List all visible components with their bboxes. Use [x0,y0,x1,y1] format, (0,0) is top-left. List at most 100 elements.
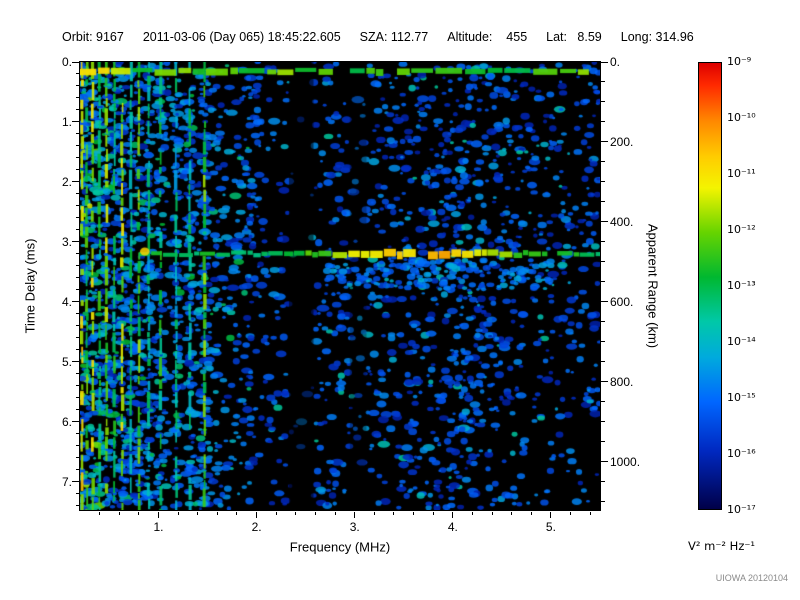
y-axis-minor-tick [76,457,80,459]
range-axis-minor-tick [601,101,605,103]
range-axis-tick-label: 800. [610,374,634,389]
x-axis-minor-tick [118,512,120,515]
y-axis-minor-tick [76,169,80,171]
y-axis-minor-tick [76,505,80,507]
y-axis-minor-tick [76,493,80,495]
range-axis-tick-label: 200. [610,134,634,149]
y-axis-minor-tick [76,205,80,207]
y-axis-minor-tick [76,265,80,267]
x-axis-minor-tick [570,512,572,515]
y-axis-minor-tick [76,253,80,255]
y-axis-minor-tick [76,193,80,195]
colorbar [698,62,722,510]
x-axis-tick-label: 5. [545,520,556,534]
header-field: Altitude: 455 [447,30,528,44]
y-axis-minor-tick [76,373,80,375]
y-axis-tick-label: 4. [61,294,72,309]
colorbar-tick-label: 10⁻¹⁶ [727,447,756,460]
x-axis-tick-label: 4. [447,520,458,534]
x-axis-minor-tick [393,512,395,515]
watermark: UIOWA 20120104 [715,573,788,583]
range-axis-minor-tick [601,341,605,343]
x-axis-minor-tick [295,512,297,515]
x-axis-tick-label: 1. [153,520,164,534]
y-axis-title-left: Time Delay (ms) [22,238,38,334]
y-axis-tick [72,241,79,243]
range-axis-minor-tick [601,321,605,323]
x-axis-tick [550,512,552,518]
colorbar-tick-label: 10⁻¹⁵ [727,391,756,404]
range-axis-tick [601,381,608,383]
y-axis-title-right: Apparent Range (km) [645,223,661,349]
range-axis-minor-tick [601,81,605,83]
y-axis-minor-tick [76,277,80,279]
colorbar-tick-label: 10⁻⁹ [727,55,752,68]
x-axis-tick-label: 2. [251,520,262,534]
colorbar-tick-label: 10⁻¹⁰ [727,111,756,124]
x-axis-minor-tick [413,512,415,515]
range-axis-tick-label: 400. [610,214,634,229]
range-axis-tick-label: 600. [610,294,634,309]
y-axis-minor-tick [76,445,80,447]
x-axis-minor-tick [589,512,591,515]
y-axis-minor-tick [76,145,80,147]
header-field: SZA: 112.77 [359,30,429,44]
colorbar-tick-label: 10⁻¹⁴ [727,335,756,348]
x-axis-minor-tick [216,512,218,515]
range-axis-minor-tick [601,281,605,283]
range-axis-minor-tick [601,421,605,423]
x-axis-minor-tick [314,512,316,515]
x-axis-minor-tick [471,512,473,515]
x-axis-minor-tick [334,512,336,515]
y-axis-minor-tick [76,157,80,159]
colorbar-tick-label: 10⁻¹¹ [727,167,756,180]
range-axis-minor-tick [601,201,605,203]
x-axis-tick [256,512,258,518]
x-axis-tick [354,512,356,518]
y-axis-minor-tick [76,469,80,471]
x-axis-tick [157,512,159,518]
x-axis-minor-tick [373,512,375,515]
y-axis-minor-tick [76,133,80,135]
header-field: Orbit: 9167 [62,30,124,44]
header-field: Lat: 8.59 [546,30,602,44]
y-axis-tick [72,361,79,363]
range-axis-tick-label: 1000. [610,454,641,469]
x-axis-minor-tick [177,512,179,515]
range-axis-tick [601,61,608,63]
x-axis-title: Frequency (MHz) [289,539,391,555]
y-axis-tick-label: 5. [61,354,72,369]
y-axis-tick [72,121,79,123]
range-axis-minor-tick [601,481,605,483]
y-axis-tick-label: 6. [61,414,72,429]
x-axis-minor-tick [197,512,199,515]
y-axis-minor-tick [76,85,80,87]
x-axis-minor-tick [138,512,140,515]
x-axis-tick-label: 3. [349,520,360,534]
y-axis-tick [72,481,79,483]
y-axis-minor-tick [76,217,80,219]
y-axis-minor-tick [76,289,80,291]
y-axis-tick [72,421,79,423]
range-axis-tick [601,461,608,463]
colorbar-tick-label: 10⁻¹³ [727,279,756,292]
y-axis-tick-label: 2. [61,174,72,189]
range-axis-minor-tick [601,361,605,363]
ionogram-plot [80,62,600,510]
y-axis-minor-tick [76,433,80,435]
colorbar-tick-label: 10⁻¹² [727,223,756,236]
y-axis-minor-tick [76,313,80,315]
range-axis-tick [601,141,608,143]
range-axis-tick-label: 0. [610,55,621,69]
range-axis-tick [601,221,608,223]
y-axis-minor-tick [76,73,80,75]
x-axis-minor-tick [275,512,277,515]
y-axis-minor-tick [76,385,80,387]
y-axis-tick-label: 1. [61,114,72,129]
y-axis-tick [72,301,79,303]
x-axis-minor-tick [99,512,101,515]
header-field: 2011-03-06 (Day 065) 18:45:22.605 [142,30,341,44]
range-axis-minor-tick [601,121,605,123]
range-axis-minor-tick [601,181,605,183]
